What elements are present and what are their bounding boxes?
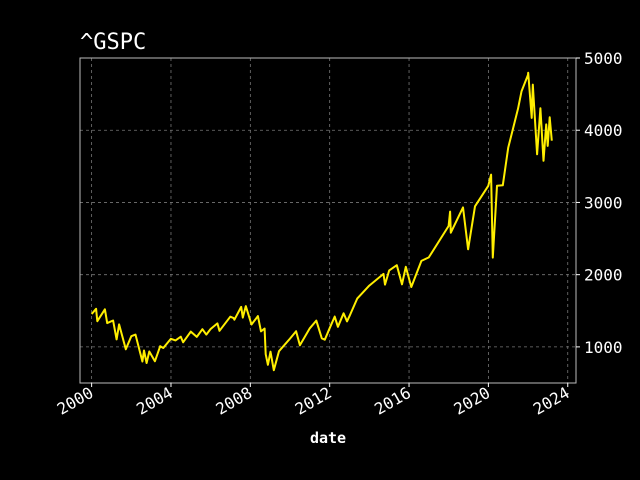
y-tick-label: 1000 <box>584 338 623 357</box>
y-tick-label: 3000 <box>584 193 623 212</box>
y-tick-label: 2000 <box>584 266 623 285</box>
y-tick-label: 4000 <box>584 121 623 140</box>
y-tick-label: 5000 <box>584 49 623 68</box>
x-axis-label: date <box>310 429 346 447</box>
series-line-gspc <box>90 71 553 372</box>
chart-title: ^GSPC <box>80 30 146 55</box>
plot-frame <box>79 57 577 384</box>
